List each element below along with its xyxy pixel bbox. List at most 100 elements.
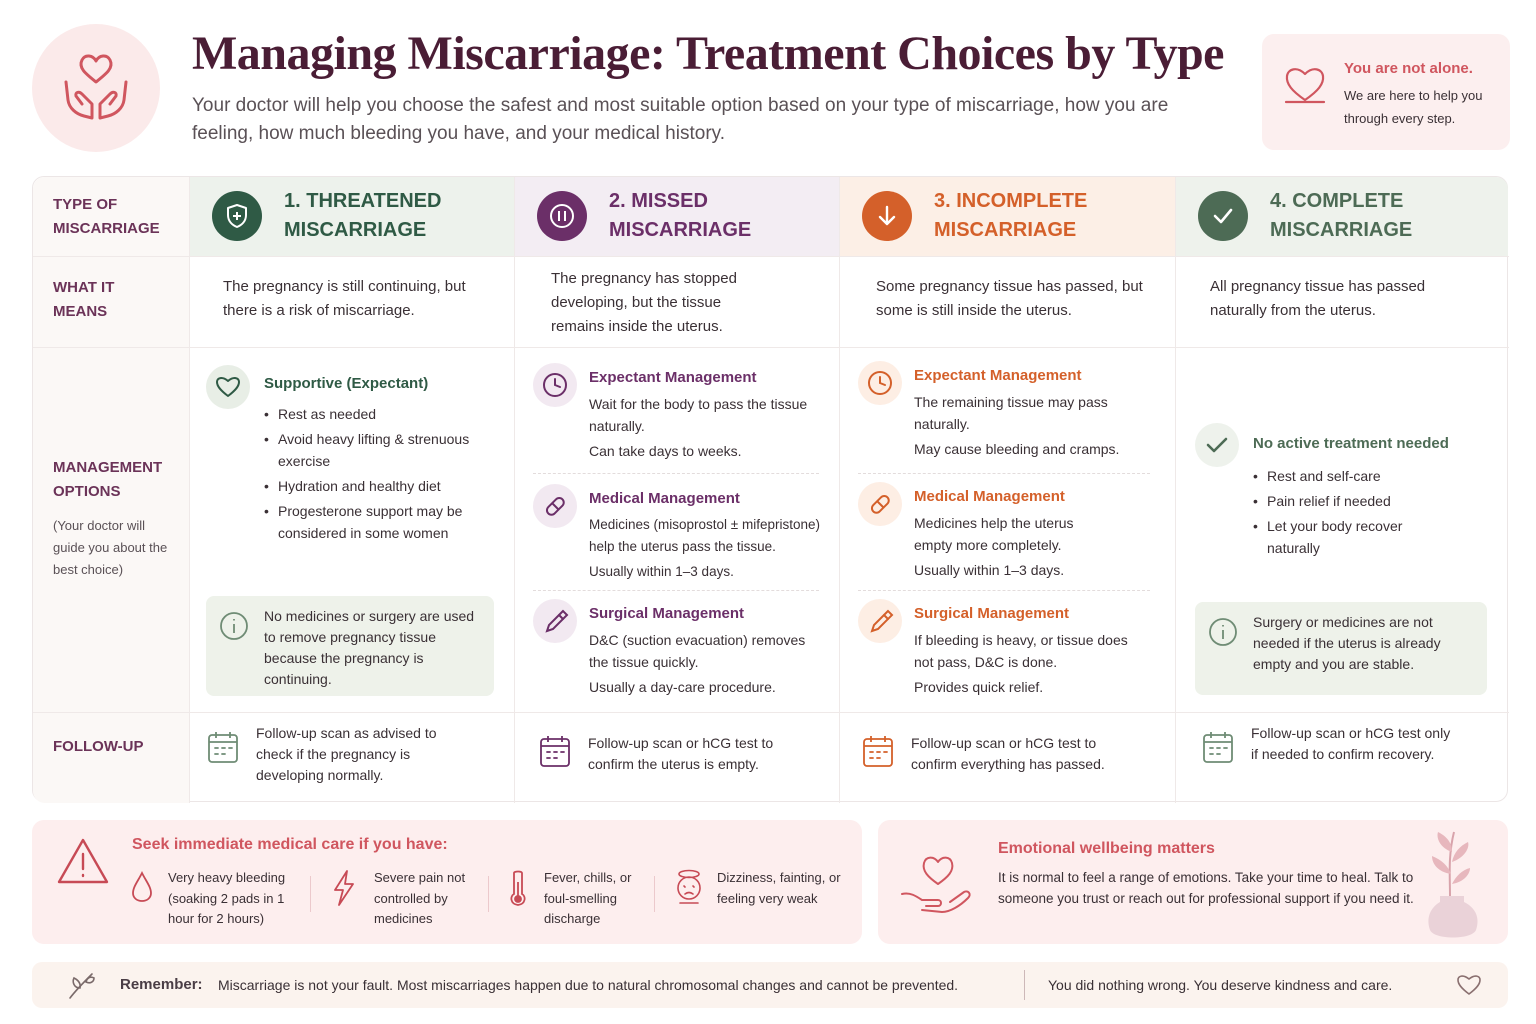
meaning-incomplete: Some pregnancy tissue has passed, but so…: [876, 278, 1143, 319]
followup-text: Follow-up scan as advised to check if th…: [256, 725, 437, 783]
thermometer-icon: [506, 868, 530, 913]
option-line: If bleeding is heavy, or tissue does not…: [914, 632, 1128, 670]
vase-plant-icon: [1410, 826, 1496, 944]
pause-icon: [537, 191, 587, 241]
blood-drop-icon: [130, 870, 154, 909]
option-line: Usually within 1–3 days.: [914, 562, 1065, 578]
bullet-item: Pain relief if needed: [1253, 490, 1453, 512]
leaf-icon: [66, 970, 98, 1005]
followup-text: Follow-up scan or hCG test to confirm ev…: [911, 735, 1105, 772]
row-label-management-note: (Your doctor will guide you about the be…: [53, 518, 168, 577]
option-title: Expectant Management: [589, 369, 757, 386]
bullet-item: Rest and self-care: [1253, 465, 1453, 487]
info-box-complete: Surgery or medicines are not needed if t…: [1195, 602, 1487, 695]
bullet-item: Hydration and healthy diet: [264, 475, 494, 497]
option-title: Surgical Management: [589, 605, 745, 622]
pill-icon: [858, 482, 902, 526]
logo-hands-heart-icon: [32, 24, 160, 152]
option-line: Usually a day-care procedure.: [589, 679, 776, 695]
option-body: Medicines (misoprostol ± mifepristone) h…: [589, 514, 829, 586]
bullet-item: Let your body recover naturally: [1253, 515, 1453, 559]
option-title: Medical Management: [914, 488, 1065, 505]
bullet-item: Progesterone support may be considered i…: [264, 500, 494, 544]
option-title: Surgical Management: [914, 605, 1070, 622]
row-label-followup: FOLLOW-UP: [53, 738, 144, 755]
option-title: Medical Management: [589, 490, 740, 507]
option-body: Wait for the body to pass the tissue nat…: [589, 393, 809, 465]
header-missed: 2. MISSED MISCARRIAGE: [515, 177, 839, 256]
option-title: Supportive (Expectant): [264, 375, 429, 392]
arrow-down-icon: [862, 191, 912, 241]
option-line: Wait for the body to pass the tissue nat…: [589, 396, 808, 434]
header-complete: 4. COMPLETE MISCARRIAGE: [1176, 177, 1508, 256]
option-title: No active treatment needed: [1253, 435, 1449, 452]
dizzy-face-icon: [672, 866, 706, 911]
emotional-text: It is normal to feel a range of emotions…: [998, 870, 1414, 906]
column-title: 4. COMPLETE MISCARRIAGE: [1270, 190, 1413, 241]
info-text: No medicines or surgery are used to remo…: [264, 608, 475, 687]
check-icon: [1195, 423, 1239, 467]
option-title: Expectant Management: [914, 367, 1082, 384]
warning-triangle-icon: [56, 836, 110, 891]
bullet-item: Rest as needed: [264, 403, 494, 425]
option-bullets: Rest as needed Avoid heavy lifting & str…: [264, 403, 494, 547]
followup-text: Follow-up scan or hCG test only if neede…: [1251, 725, 1451, 762]
meaning-complete: All pregnancy tissue has passed naturall…: [1210, 278, 1426, 319]
lightning-pain-icon: [330, 868, 358, 913]
emotional-wellbeing-panel: Emotional wellbeing matters It is normal…: [878, 820, 1508, 944]
option-bullets: Rest and self-care Pain relief if needed…: [1253, 465, 1453, 562]
clock-icon: [533, 363, 577, 407]
shield-plus-icon: [212, 191, 262, 241]
header-threatened: 1. THREATENED MISCARRIAGE: [190, 177, 514, 256]
option-line: D&C (suction evacuation) removes the tis…: [589, 632, 806, 670]
option-body: The remaining tissue may pass naturally.…: [914, 391, 1144, 463]
option-body: If bleeding is heavy, or tissue does not…: [914, 629, 1144, 701]
info-box-threatened: No medicines or surgery are used to remo…: [206, 596, 494, 696]
bullet-item: Avoid heavy lifting & strenuous exercise: [264, 428, 494, 472]
followup-text: Follow-up scan or hCG test to confirm th…: [588, 735, 774, 772]
emotional-title: Emotional wellbeing matters: [998, 840, 1215, 857]
calendar-icon: [1201, 729, 1235, 770]
urgent-care-title: Seek immediate medical care if you have:: [132, 836, 448, 853]
remember-text: Miscarriage is not your fault. Most misc…: [218, 977, 959, 993]
meaning-threatened: The pregnancy is still continuing, but t…: [223, 278, 466, 319]
symptom-text: Very heavy bleeding (soaking 2 pads in 1…: [168, 870, 286, 926]
heart-outline-icon: [1456, 973, 1482, 1002]
page-title: Managing Miscarriage: Treatment Choices …: [192, 27, 1224, 80]
surgical-instrument-icon: [533, 599, 577, 643]
calendar-icon: [206, 729, 240, 770]
check-icon: [1198, 191, 1248, 241]
option-body: Medicines help the uterus empty more com…: [914, 512, 1114, 584]
hand-heart-icon: [898, 844, 976, 925]
support-title: You are not alone.: [1344, 60, 1473, 77]
row-label-meaning: WHAT IT MEANS: [53, 279, 115, 320]
info-text: Surgery or medicines are not needed if t…: [1253, 614, 1441, 672]
option-line: Provides quick relief.: [914, 679, 1044, 695]
option-line: May cause bleeding and cramps.: [914, 441, 1120, 457]
support-callout: You are not alone. We are here to help y…: [1262, 34, 1510, 150]
column-title: 3. INCOMPLETE MISCARRIAGE: [934, 190, 1088, 241]
info-icon: [1207, 616, 1239, 653]
row-label-management: MANAGEMENT OPTIONS: [53, 459, 163, 500]
option-line: The remaining tissue may pass naturally.: [914, 394, 1108, 432]
urgent-care-panel: Seek immediate medical care if you have:…: [32, 820, 862, 944]
option-body: D&C (suction evacuation) removes the tis…: [589, 629, 819, 701]
treatment-table: TYPE OF MISCARRIAGE WHAT IT MEANS MANAGE…: [32, 176, 1509, 803]
remember-text-secondary: You did nothing wrong. You deserve kindn…: [1048, 977, 1393, 993]
symptom-text: Dizziness, fainting, or feeling very wea…: [717, 870, 841, 906]
option-line: Can take days to weeks.: [589, 443, 742, 459]
remember-label: Remember:: [120, 976, 203, 993]
info-icon: [218, 610, 250, 647]
meaning-missed: The pregnancy has stopped developing, bu…: [551, 270, 737, 335]
symptom-text: Fever, chills, or foul-smelling discharg…: [544, 870, 632, 926]
row-label-type: TYPE OF MISCARRIAGE: [53, 196, 160, 237]
column-title: 2. MISSED MISCARRIAGE: [609, 190, 752, 241]
remember-banner: Remember: Miscarriage is not your fault.…: [32, 962, 1508, 1008]
row-labels-column: [33, 177, 189, 803]
option-no-treatment: No active treatment needed Rest and self…: [1195, 423, 1495, 573]
page-subtitle: Your doctor will help you choose the saf…: [192, 95, 1169, 144]
symptom-text: Severe pain not controlled by medicines: [374, 870, 466, 926]
heart-icon: [206, 365, 250, 409]
header-incomplete: 3. INCOMPLETE MISCARRIAGE: [840, 177, 1175, 256]
option-line: Usually within 1–3 days.: [589, 564, 734, 579]
